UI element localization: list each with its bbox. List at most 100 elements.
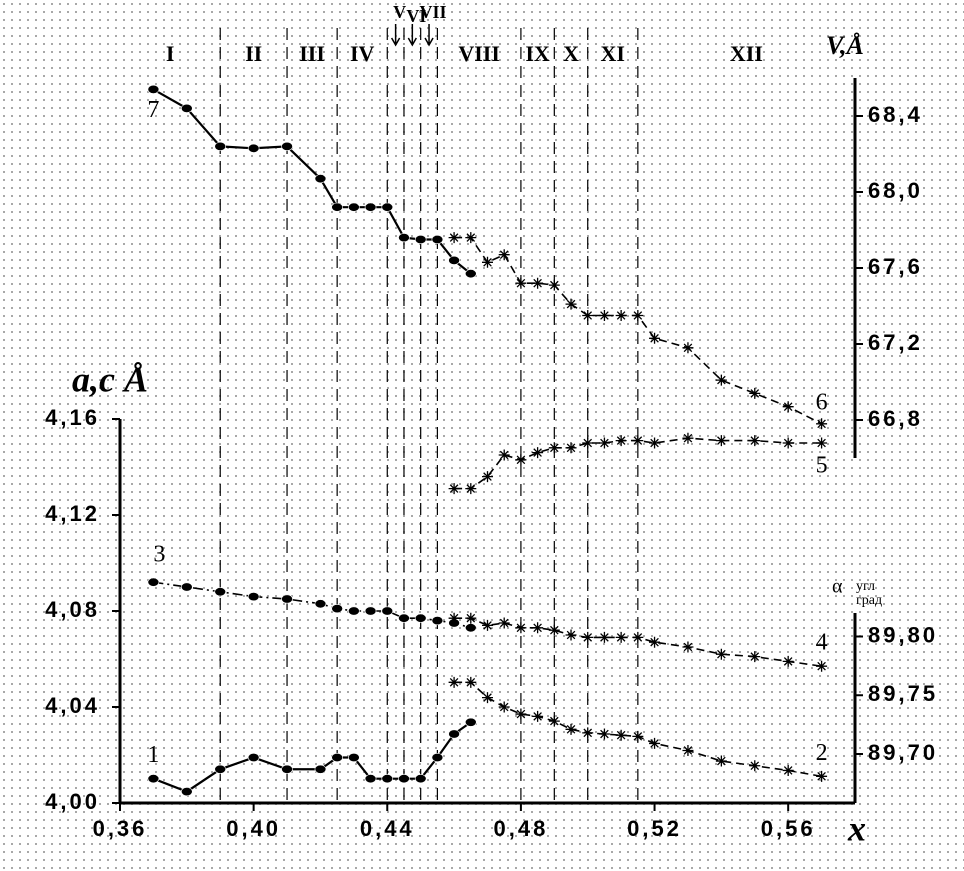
region-label: XII (730, 41, 763, 66)
y-tick-label: 4,04 (45, 693, 100, 718)
data-point (632, 730, 644, 742)
data-point (532, 277, 544, 289)
data-point (649, 332, 661, 344)
data-point (598, 310, 610, 321)
data-point (565, 442, 577, 454)
data-point (498, 449, 510, 461)
data-point (582, 310, 594, 321)
x-axis-title: x (847, 808, 866, 848)
data-point (532, 710, 544, 722)
y3-tick-label: 67,6 (868, 254, 923, 279)
series-line (454, 681, 822, 778)
data-point (548, 442, 560, 454)
data-point (816, 437, 828, 449)
data-point (448, 612, 460, 624)
data-point (598, 728, 610, 740)
region-label: V (393, 2, 406, 22)
region-arrow (407, 24, 417, 47)
data-point (464, 269, 477, 279)
data-point (715, 648, 727, 660)
data-point (816, 418, 828, 430)
x-tick-label: 0,56 (761, 816, 816, 841)
data-point (314, 599, 327, 609)
series-line (152, 88, 472, 275)
data-point (632, 435, 644, 447)
x-tick-label: 0,36 (93, 816, 148, 841)
data-point (615, 310, 627, 321)
data-point (214, 141, 227, 151)
data-point (348, 606, 360, 616)
region-label: XI (601, 41, 625, 66)
region-label: III (299, 41, 325, 66)
data-point (431, 616, 444, 626)
data-point (364, 606, 377, 616)
region-arrow (424, 24, 434, 47)
data-point (498, 249, 510, 261)
y-tick-label: 4,12 (45, 501, 100, 526)
data-point (532, 447, 544, 459)
data-point (465, 232, 477, 244)
data-point (782, 401, 794, 413)
data-point (548, 624, 560, 636)
data-point (348, 202, 360, 212)
data-point (715, 374, 727, 386)
y3-tick-label: 66,8 (868, 406, 923, 431)
data-point (364, 774, 377, 784)
y3-tick-label: 68,0 (868, 178, 923, 203)
data-point (398, 774, 410, 784)
data-point (615, 729, 627, 741)
region-label: I (166, 41, 175, 66)
data-point (381, 606, 394, 616)
data-point (649, 437, 661, 449)
data-point (782, 655, 794, 667)
series-label: 5 (816, 453, 828, 479)
data-point (281, 764, 293, 774)
data-point (448, 232, 460, 244)
data-point (214, 764, 227, 774)
data-point (682, 641, 694, 653)
data-point (498, 701, 510, 713)
data-point (431, 235, 444, 245)
data-point (632, 631, 644, 643)
series-label: 3 (153, 542, 165, 568)
data-point (515, 622, 527, 634)
data-point (598, 437, 610, 449)
data-point (582, 437, 594, 449)
data-point (398, 613, 410, 623)
data-point (247, 592, 260, 602)
series-label: 2 (816, 740, 828, 766)
region-label: II (245, 41, 262, 66)
data-point (582, 631, 594, 643)
y2-tick-label: 89,80 (868, 622, 938, 647)
series-line (454, 617, 822, 667)
data-point (448, 729, 460, 739)
y3-axis-title: V,Å (826, 31, 864, 60)
data-point (782, 437, 794, 449)
data-point (515, 708, 527, 720)
region-label: VII (420, 2, 447, 22)
x-tick-label: 0,48 (493, 816, 548, 841)
series-line (454, 437, 822, 490)
region-arrow (390, 24, 401, 47)
data-point (314, 764, 327, 774)
data-point (565, 629, 577, 641)
data-point (147, 84, 160, 94)
data-point (414, 774, 427, 784)
data-point (682, 744, 694, 756)
series-line (454, 236, 822, 425)
data-point (715, 435, 727, 447)
data-point (816, 660, 828, 672)
data-point (515, 277, 527, 289)
data-point (448, 676, 460, 688)
data-point (649, 636, 661, 648)
data-point (482, 256, 493, 268)
data-point (314, 174, 327, 184)
y3-tick-label: 67,2 (868, 330, 923, 355)
data-point (281, 141, 293, 151)
data-point (465, 676, 477, 688)
data-point (515, 454, 527, 466)
data-point (381, 202, 394, 212)
data-point (615, 631, 627, 643)
data-point (181, 787, 193, 797)
data-point (749, 435, 761, 447)
